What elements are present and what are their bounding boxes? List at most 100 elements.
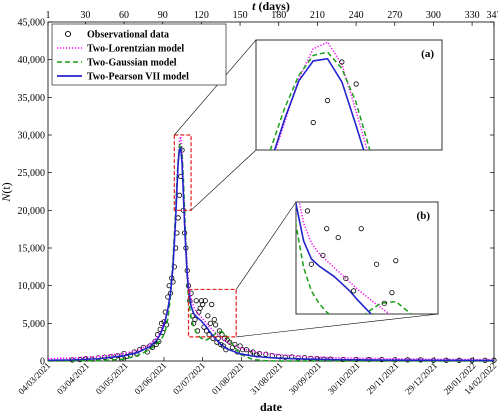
x-tick-label: 29/12/2021 [403, 360, 439, 396]
obs-point [202, 298, 208, 304]
x-tick-label: 02/06/2021 [132, 360, 168, 396]
inset-a-obs-point [310, 119, 316, 126]
inset-b-obs-point [358, 226, 364, 232]
top-tick-label: 90 [158, 10, 168, 21]
obs-point [207, 320, 214, 326]
inset-a-connector [190, 149, 257, 211]
y-tick-label: 15,000 [18, 244, 46, 255]
inset-layer: (a) (b) [173, 39, 443, 338]
obs-point [153, 341, 159, 348]
inset-b-frame [295, 201, 439, 315]
top-tick-label: 210 [310, 10, 325, 21]
obs-point [240, 347, 246, 353]
y-tick-label: 45,000 [18, 18, 46, 29]
inset-b-obs-point [381, 300, 387, 306]
legend-label: Two-Gaussian model [87, 58, 177, 69]
obs-point [209, 301, 215, 308]
top-tick-label: 330 [465, 10, 480, 21]
inset-b-obs-point [393, 258, 399, 264]
obs-point [237, 343, 243, 349]
legend-marker [64, 30, 72, 38]
legend-box [51, 23, 227, 86]
x-axis-label: date [260, 400, 283, 414]
series-line-two-pearson-vii-model [47, 145, 495, 362]
inset-b-plot [296, 202, 413, 314]
inset-b-obs-point [350, 288, 357, 294]
top-tick-label: 60 [119, 10, 129, 21]
inset-b-label: (b) [417, 210, 431, 222]
x-tick-label: 31/08/2021 [248, 360, 284, 396]
inset-a-obs-point [324, 97, 331, 104]
top-tick-label: 300 [426, 10, 441, 21]
obs-point [200, 301, 206, 308]
legend: Observational data Two-Lorentzian model Tw… [51, 23, 227, 86]
inset-b-obs-point [320, 252, 326, 258]
x-tick-label: 30/09/2021 [287, 360, 323, 396]
top-tick-label: 120 [194, 10, 209, 21]
obs-point [220, 343, 226, 349]
y-tick-label: 40,000 [18, 55, 46, 66]
top-axis-label-var: t [252, 0, 256, 13]
obs-point [212, 322, 219, 328]
legend-label: Two-Lorentzian model [87, 44, 184, 55]
y-axis: 0 5,000 10,000 15,000 20,000 25,000 30,000 35,0… [18, 18, 494, 368]
inset-b-obs-point [324, 226, 330, 232]
inset-a-obs-point [353, 81, 359, 87]
x-axis-bottom: 04/03/2021 03/04/2021 03/05/2021 02/06/2021… [16, 357, 498, 396]
inset-a-label: (a) [421, 48, 434, 60]
top-tick-label: 180 [271, 10, 286, 21]
x-tick-label: 29/11/2021 [365, 360, 401, 396]
top-tick-label: 150 [233, 10, 248, 21]
inset-b-obs-point [389, 290, 395, 296]
legend-label: Observational data [87, 30, 169, 41]
x-tick-label: 04/03/2021 [16, 360, 52, 396]
inset-b-obs-point [308, 261, 314, 267]
inset-a-plot [269, 41, 371, 150]
top-axis-label: t (days) [252, 0, 290, 13]
y-tick-label: 0 [40, 357, 45, 368]
obs-point [263, 351, 269, 357]
top-tick-label: 347 [487, 10, 498, 21]
inset-a-obs-point [339, 59, 345, 65]
obs-point [218, 341, 224, 348]
obs-point [192, 316, 198, 323]
y-axis-label-var: N [0, 193, 13, 203]
y-axis-label-arg: (t) [0, 182, 13, 193]
y-tick-label: 20,000 [18, 206, 46, 217]
x-tick-label: 01/08/2021 [210, 360, 246, 396]
obs-point [193, 298, 199, 304]
inset-b-obs-point [304, 208, 311, 214]
top-tick-label: 1 [46, 10, 51, 21]
obs-point [156, 338, 162, 345]
top-tick-label: 240 [349, 10, 364, 21]
x-tick-label: 30/10/2021 [326, 360, 362, 396]
inset-b-obs-point [373, 261, 380, 267]
inset-b-obs-point [343, 275, 349, 282]
y-tick-label: 25,000 [18, 168, 46, 179]
obs-point [147, 343, 153, 349]
y-tick-label: 30,000 [18, 131, 46, 142]
top-tick-label: 30 [80, 10, 90, 21]
x-tick-label: 03/04/2021 [55, 360, 91, 396]
inset-b-connector [235, 201, 297, 290]
inset-a-zoom-box [173, 134, 192, 211]
inset-b-connector [236, 313, 439, 338]
obs-point [211, 316, 217, 323]
top-axis-label-unit: (days) [256, 0, 290, 13]
y-tick-label: 35,000 [18, 93, 46, 104]
y-tick-label: 10,000 [18, 281, 46, 292]
obs-point [216, 328, 223, 334]
legend-label: Two-Pearson VII model [87, 72, 189, 83]
obs-point [205, 313, 211, 319]
x-axis-top: 1 30 60 90 120 150 180 210 240 270 300 330 347 [46, 10, 498, 26]
x-tick-label: 02/07/2021 [171, 360, 207, 396]
inset-b-obs-point [335, 234, 341, 241]
y-axis-label: N(t) [0, 182, 13, 202]
inset-a-connector [174, 39, 257, 136]
x-tick-label: 03/05/2021 [94, 360, 130, 396]
top-tick-label: 270 [387, 10, 402, 21]
y-tick-label: 5,000 [23, 319, 46, 330]
obs-point [197, 305, 203, 311]
inset-a-frame [255, 39, 443, 151]
